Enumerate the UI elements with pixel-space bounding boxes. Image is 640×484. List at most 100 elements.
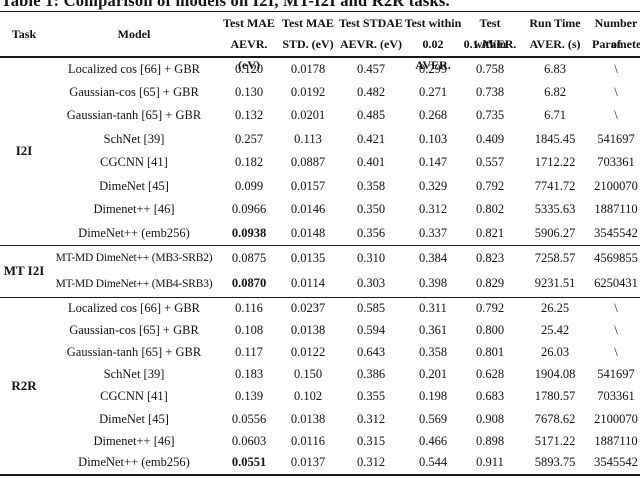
value-cell: 5171.22 — [534, 433, 576, 448]
value-cell: 0.201 — [418, 367, 448, 382]
model-cell: Gaussian-cos [65] + GBR — [69, 322, 199, 337]
value-cell: 7258.57 — [534, 250, 576, 265]
model-cell: DimeNet++ (emb256) — [78, 225, 190, 240]
value-cell: 0.329 — [418, 178, 448, 193]
value-cell: 0.0887 — [290, 155, 326, 170]
task-label: MT I2I — [3, 263, 45, 278]
value-cell: 0.821 — [475, 225, 505, 240]
value-cell: 0.0875 — [231, 250, 267, 265]
value-cell: 0.358 — [356, 178, 386, 193]
table-row: MT I2I MT-MD DimeNet++ (MB3-SRB2) 0.0875 0.… — [0, 245, 640, 278]
value-cell: 0.386 — [356, 367, 386, 382]
value-cell: 0.361 — [418, 322, 448, 337]
value-cell: 26.03 — [540, 344, 570, 359]
model-cell: MT-MD DimeNet++ (MB4-SRB3) — [55, 277, 213, 290]
value-cell: 0.0157 — [290, 178, 326, 193]
table-row: Dimenet++ [46] 0.0603 0.0116 0.315 0.466 0.89… — [0, 430, 640, 452]
col-header-test-stdae-aevr: Test STDAE AEVR. (eV) — [339, 16, 403, 51]
value-cell: 0.0201 — [290, 108, 326, 123]
col-header-test-within-01: Test within 0.1 AVER. — [463, 16, 517, 51]
table-row: Gaussian-cos [65] + GBR 0.108 0.0138 0.594 0… — [0, 319, 640, 341]
value-cell: 0.0603 — [231, 433, 267, 448]
value-cell: 0.466 — [418, 433, 448, 448]
value-cell: 0.132 — [234, 108, 264, 123]
col-header-test-mae-std: Test MAE STD. (eV) — [282, 16, 334, 51]
table-header: Task Model Test MAE AEVR. (eV) Test MAE … — [0, 11, 640, 72]
value-cell: 6.83 — [544, 61, 566, 76]
value-cell: 0.355 — [356, 389, 386, 404]
model-cell: Gaussian-tanh [65] + GBR — [66, 108, 202, 123]
col-header-task: Task — [11, 26, 37, 41]
value-cell: 0.182 — [234, 155, 264, 170]
value-cell: 0.801 — [475, 344, 505, 359]
value-cell: 1780.57 — [534, 389, 576, 404]
value-cell: 0.0138 — [290, 322, 326, 337]
value-cell: 0.0178 — [290, 61, 326, 76]
col-header-test-within-002: Test within 0.02 AVER. — [404, 16, 462, 72]
value-cell: 3545542 — [594, 225, 638, 240]
value-cell: 0.0138 — [290, 411, 326, 426]
value-cell: 0.482 — [356, 84, 386, 99]
value-cell: 0.829 — [475, 276, 505, 291]
table-row: CGCNN [41] 0.139 0.102 0.355 0.198 0.683 1780.… — [0, 386, 640, 408]
value-cell: 0.594 — [356, 322, 386, 337]
value-cell: 703361 — [597, 389, 635, 404]
value-cell: 9231.51 — [534, 276, 576, 291]
value-cell: 0.0237 — [290, 300, 326, 315]
results-table: Task Model Test MAE AEVR. (eV) Test MAE … — [0, 11, 640, 476]
value-cell: 0.183 — [234, 367, 264, 382]
value-cell: \ — [614, 61, 618, 76]
value-cell: 0.898 — [475, 433, 505, 448]
section-i2i: I2I Localized cos [66] + GBR 0.120 0.0178 0.… — [0, 57, 640, 245]
value-cell: 0.103 — [418, 131, 448, 146]
table-row: DimeNet [45] 0.099 0.0157 0.358 0.329 0.792 77… — [0, 175, 640, 199]
value-cell: 0.384 — [418, 250, 448, 265]
model-cell: MT-MD DimeNet++ (MB3-SRB2) — [55, 252, 213, 265]
value-cell: 0.113 — [294, 131, 322, 146]
value-cell: 0.0137 — [290, 455, 326, 470]
value-cell: 0.0146 — [290, 202, 326, 217]
value-cell: 0.147 — [418, 155, 448, 170]
value-cell: 0.758 — [475, 61, 505, 76]
value-cell: 0.356 — [356, 225, 386, 240]
value-cell: 0.0551 — [231, 455, 267, 470]
value-cell: 7741.72 — [534, 178, 576, 193]
value-cell: 1904.08 — [534, 367, 576, 382]
value-cell: \ — [614, 300, 618, 315]
model-cell: Localized cos [66] + GBR — [67, 300, 200, 315]
value-cell: 0.0122 — [290, 344, 326, 359]
model-cell: Dimenet++ [46] — [93, 433, 175, 448]
task-label: I2I — [15, 143, 33, 159]
value-cell: 6.82 — [544, 84, 566, 99]
value-cell: 0.350 — [356, 202, 386, 217]
value-cell: 0.0148 — [290, 225, 326, 240]
table-row: DimeNet [45] 0.0556 0.0138 0.312 0.569 0.908 7… — [0, 408, 640, 430]
value-cell: 0.102 — [293, 389, 323, 404]
table-row: MT-MD DimeNet++ (MB4-SRB3) 0.0870 0.0114 0.… — [0, 271, 640, 297]
value-cell: 5906.27 — [534, 225, 576, 240]
value-cell: 541697 — [597, 367, 635, 382]
value-cell: 0.310 — [356, 250, 386, 265]
value-cell: 0.150 — [293, 367, 323, 382]
value-cell: 1712.22 — [534, 155, 576, 170]
value-cell: 0.311 — [419, 300, 447, 315]
value-cell: 0.198 — [418, 389, 448, 404]
table-row: CGCNN [41] 0.182 0.0887 0.401 0.147 0.557 1712… — [0, 151, 640, 175]
value-cell: 0.569 — [418, 411, 448, 426]
model-cell: Gaussian-tanh [65] + GBR — [66, 344, 202, 359]
value-cell: \ — [614, 322, 618, 337]
section-r2r: R2R Localized cos [66] + GBR 0.116 0.0237 0.… — [0, 297, 640, 475]
table-row: SchNet [39] 0.183 0.150 0.386 0.201 0.628 1904… — [0, 364, 640, 386]
header-row: Task Model Test MAE AEVR. (eV) Test MAE … — [0, 11, 640, 72]
value-cell: 0.683 — [475, 389, 505, 404]
value-cell: 0.457 — [356, 61, 386, 76]
table-row: DimeNet++ (emb256) 0.0938 0.0148 0.356 0.337… — [0, 222, 640, 246]
col-header-num-params: Number of Parameters — [592, 16, 640, 51]
value-cell: 0.312 — [418, 202, 448, 217]
col-header-run-time: Run Time AVER. (s) — [529, 16, 581, 51]
value-cell: 0.312 — [356, 455, 386, 470]
table-row: Dimenet++ [46] 0.0966 0.0146 0.350 0.312 0.80… — [0, 198, 640, 222]
table-caption-strip: Table 1: Comparison of models on I2I, MT… — [0, 0, 640, 11]
value-cell: 0.398 — [418, 276, 448, 291]
value-cell: 7678.62 — [534, 411, 576, 426]
